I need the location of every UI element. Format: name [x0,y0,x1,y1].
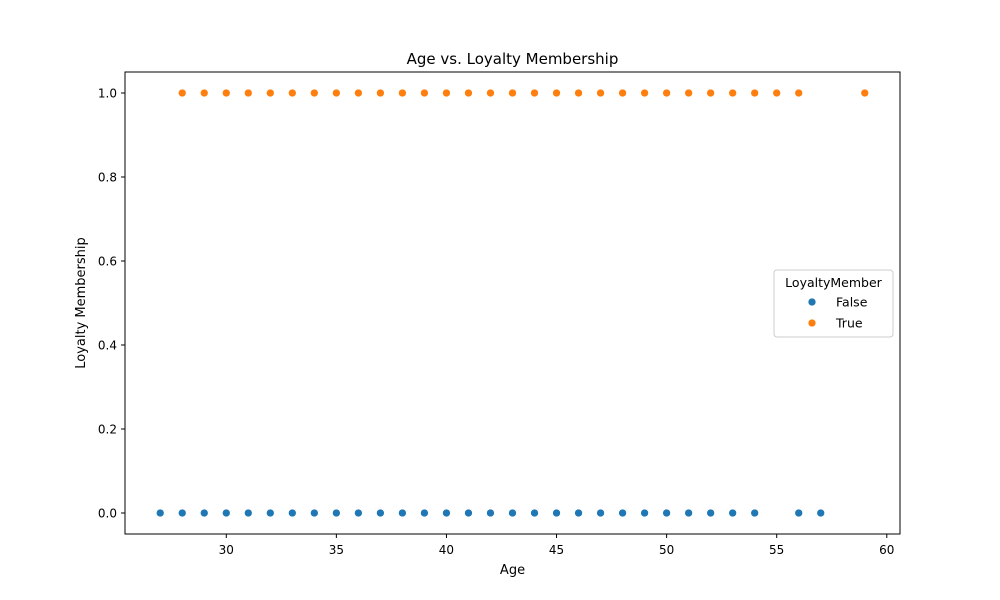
point-false-22 [640,508,649,518]
point-true-7 [332,88,341,98]
point-true-18 [574,88,583,98]
point-false-4 [243,508,253,518]
point-true-9 [376,88,385,98]
point-false-19 [574,508,583,518]
legend-label-true: True [835,316,863,331]
point-true-17 [552,88,561,98]
legend-marker-true [807,318,817,328]
point-true-22 [662,88,671,98]
x-tick-label-4: 50 [659,543,674,557]
point-false-28 [794,508,804,518]
point-true-4 [265,88,275,98]
point-true-19 [596,88,605,98]
point-false-21 [618,508,627,518]
x-axis-ticks: 30 35 40 45 50 55 60 [219,534,894,557]
y-tick-label-4: 0.8 [98,171,117,185]
point-true-2 [221,88,231,98]
point-true-20 [618,88,627,98]
point-true-12 [442,88,451,98]
point-true-24 [706,88,716,98]
point-true-6 [310,88,319,98]
x-tick-label-2: 40 [439,543,454,557]
point-true-8 [354,88,363,98]
y-tick-label-1: 0.2 [98,423,117,437]
y-axis-label: Loyalty Membership [74,237,89,369]
point-false-0 [155,508,165,518]
points-layer [155,88,870,518]
point-false-27 [750,508,760,518]
point-false-7 [310,508,319,518]
x-tick-label-1: 35 [329,543,344,557]
point-true-29 [860,88,870,98]
point-false-29 [816,508,826,518]
y-tick-label-0: 0.0 [98,507,117,521]
legend-marker-false [807,297,817,307]
legend-box [773,269,894,338]
point-false-6 [287,508,297,518]
point-true-3 [243,88,253,98]
legend: LoyaltyMember False True [773,269,894,338]
point-false-11 [398,508,407,518]
legend-title: LoyaltyMember [785,275,882,290]
point-false-24 [684,508,693,518]
point-true-11 [420,88,429,98]
point-true-23 [684,88,693,98]
point-true-15 [508,88,517,98]
y-tick-label-3: 0.6 [98,255,117,269]
point-true-25 [728,88,738,98]
point-true-27 [772,88,782,98]
point-false-14 [464,508,473,518]
legend-label-false: False [836,295,868,310]
x-tick-label-0: 30 [219,543,234,557]
point-true-14 [486,88,495,98]
x-tick-label-3: 45 [549,543,564,557]
point-true-1 [199,88,209,98]
y-axis-ticks: 0.0 0.2 0.4 0.6 0.8 1.0 [98,87,125,521]
point-true-10 [398,88,407,98]
point-false-26 [728,508,738,518]
point-false-2 [199,508,209,518]
point-true-13 [464,88,473,98]
plot-frame [124,71,901,535]
point-false-1 [177,508,187,518]
point-true-21 [640,88,649,98]
point-false-13 [442,508,451,518]
point-true-0 [177,88,187,98]
point-false-25 [706,508,716,518]
point-true-26 [750,88,760,98]
x-tick-label-5: 55 [769,543,784,557]
point-false-5 [265,508,275,518]
point-true-28 [794,88,804,98]
point-false-3 [221,508,231,518]
point-false-12 [420,508,429,518]
x-tick-label-6: 60 [879,543,894,557]
chart-title: Age vs. Loyalty Membership [407,50,619,68]
y-tick-label-5: 1.0 [98,87,117,101]
point-false-20 [596,508,605,518]
point-false-16 [508,508,517,518]
point-false-18 [552,508,561,518]
point-false-15 [486,508,495,518]
point-false-17 [530,508,539,518]
point-true-5 [287,88,297,98]
point-true-16 [530,88,539,98]
point-false-8 [332,508,341,518]
x-axis-label: Age [500,563,525,578]
point-false-9 [354,508,363,518]
point-false-10 [376,508,385,518]
point-false-23 [662,508,671,518]
y-tick-label-2: 0.4 [98,339,117,353]
